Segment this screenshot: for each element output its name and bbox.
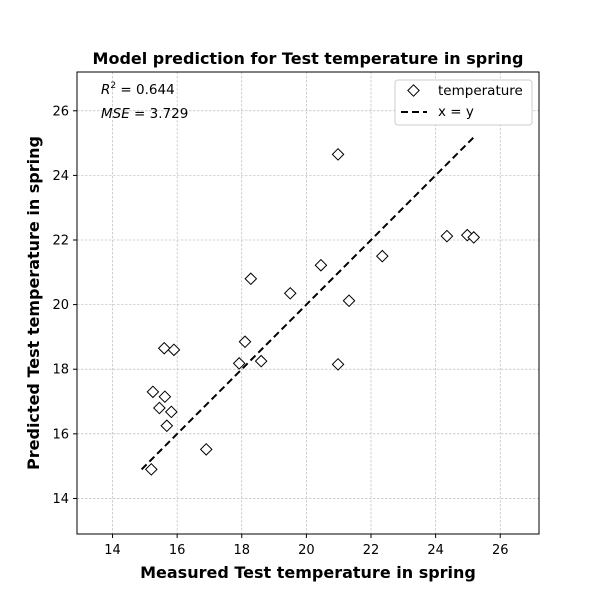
data-point [238,335,252,349]
data-point [158,390,172,404]
x-tick-label: 20 [298,543,315,558]
data-point [467,231,481,244]
r-squared-annotation: R2 = 0.644 [101,81,175,98]
x-tick-label: 22 [363,543,380,558]
x-axis-label: Measured Test temperature in spring [140,563,476,582]
data-point [164,405,178,419]
y-tick-label: 20 [52,298,69,313]
data-point [144,463,158,476]
chart-title: Model prediction for Test temperature in… [93,49,524,68]
grid-lines [77,72,539,534]
data-point [167,343,181,357]
data-point [283,286,297,300]
r2-superscript: 2 [110,81,116,91]
y-axis-label: Predicted Test temperature in spring [24,136,43,470]
legend-marker-diamond [407,84,420,97]
x-tick-label: 16 [169,543,186,558]
mse-value: = 3.729 [130,106,189,122]
data-points [144,148,481,476]
data-point [146,385,160,399]
y-tick-label: 16 [52,427,69,442]
x-tick-label: 26 [492,543,509,558]
y-tick-label: 22 [52,234,69,249]
legend-box [394,79,533,126]
identity-line [140,136,475,471]
legend: temperature x = y [394,79,533,126]
data-point [331,148,345,161]
data-point [244,272,258,286]
x-tick-label: 14 [104,543,121,558]
y-tick-label: 14 [52,492,69,507]
mse-symbol: MSE [101,106,130,122]
mse-annotation: MSE = 3.729 [101,106,188,122]
plot-area-frame [76,71,540,535]
x-tick-label: 18 [233,543,250,558]
data-point [153,401,166,415]
data-point [440,229,454,243]
r2-value: = 0.644 [116,82,175,98]
y-tick-label: 26 [52,104,69,119]
data-point [157,341,171,355]
data-point [199,442,213,456]
y-tick-label: 24 [52,169,69,184]
y-tick-label: 18 [52,363,69,378]
r2-symbol: R [101,82,110,98]
legend-label-temperature: temperature [438,83,523,99]
legend-label-x-equals-y: x = y [438,104,474,120]
data-point [331,358,345,371]
data-point [314,258,328,272]
data-point [375,249,389,263]
data-point [254,354,268,368]
data-point [232,357,246,370]
data-point [342,294,356,308]
x-tick-label: 24 [427,543,444,558]
identity-line-layer [140,136,475,471]
y-axis-ticks: 14 16 18 20 22 24 26 [52,104,77,507]
x-axis-ticks: 14 16 18 20 22 24 26 [104,534,509,558]
data-point [160,419,174,433]
